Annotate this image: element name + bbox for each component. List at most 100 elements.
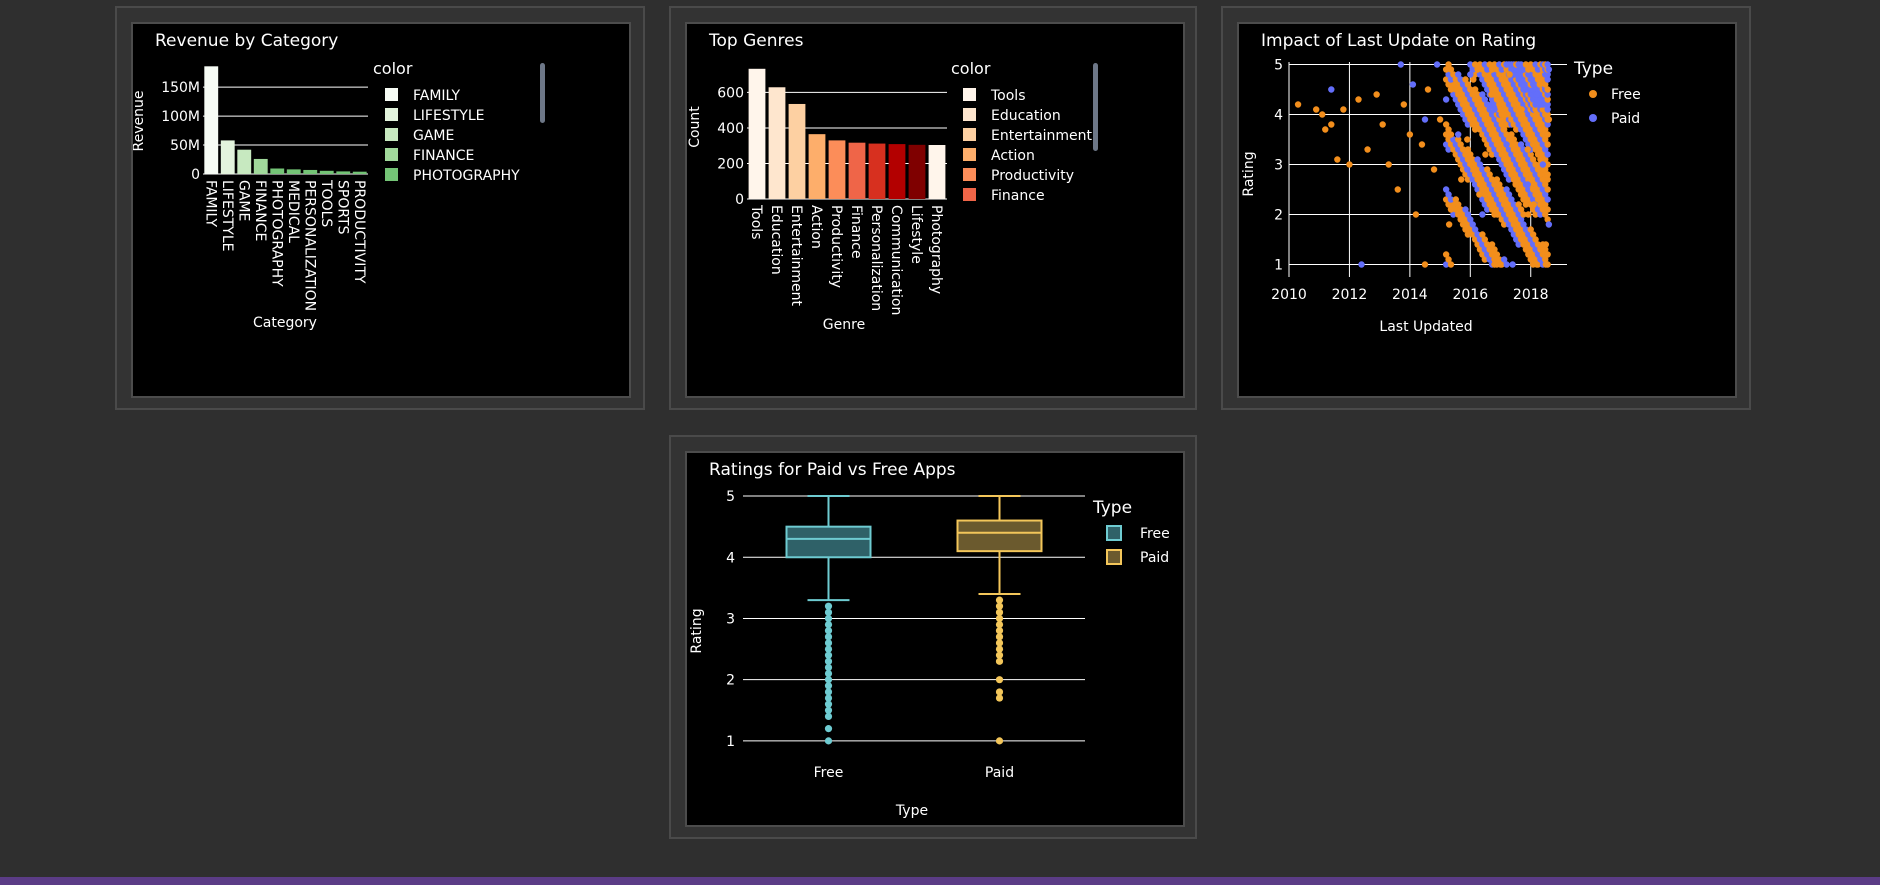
scatter-point xyxy=(1527,256,1534,263)
y-axis-label: Rating xyxy=(1241,151,1257,196)
scatter-point xyxy=(1467,86,1474,93)
x-tick-label: MEDICAL xyxy=(285,180,301,243)
scatter-point xyxy=(1544,61,1551,68)
scatter-point xyxy=(1481,181,1489,188)
scatter-point xyxy=(1534,206,1542,213)
scatter-point xyxy=(1447,76,1455,83)
scatter-point xyxy=(1442,76,1450,83)
scatter-point xyxy=(1442,121,1450,128)
scatter-point xyxy=(1412,211,1420,218)
update-chart-svg[interactable]: Impact of Last Update on Rating 2010 2012 2… xyxy=(1239,24,1737,398)
scatter-point xyxy=(1503,86,1510,93)
scatter-point xyxy=(1479,121,1486,128)
x-axis-label: Type xyxy=(895,803,928,819)
x-tick-label: 2014 xyxy=(1392,287,1428,303)
scatter-point xyxy=(1400,101,1408,108)
scatter-point xyxy=(1479,66,1486,73)
scatter-point xyxy=(1520,111,1527,118)
scatter-point xyxy=(1513,236,1520,243)
genres-chart[interactable]: Top Genres 0 200 400 600 Tools Education Entert… xyxy=(685,22,1185,398)
y-axis-label: Rating xyxy=(689,608,705,653)
scatter-point xyxy=(1457,151,1464,158)
y-tick-label: 200 xyxy=(717,156,744,172)
scatter-point xyxy=(1544,171,1551,178)
scatter-point xyxy=(1522,201,1530,208)
x-tick-label: SPORTS xyxy=(334,180,350,235)
scatter-point xyxy=(1544,251,1551,258)
scatter-point xyxy=(1457,86,1464,93)
x-tick-label: LIFESTYLE xyxy=(219,180,235,251)
scatter-point xyxy=(1505,111,1513,118)
scatter-point xyxy=(1542,201,1549,208)
scatter-point xyxy=(1447,261,1455,268)
scatter-point xyxy=(1459,81,1467,88)
scatter-point xyxy=(1447,66,1455,73)
scatter-point xyxy=(1445,221,1453,228)
scatter-point xyxy=(1505,156,1513,163)
scatter-point xyxy=(1464,101,1472,108)
scatter-point xyxy=(1488,241,1496,248)
scatter-point xyxy=(1457,96,1464,103)
scatter-point xyxy=(1503,96,1510,103)
scatter-point xyxy=(1529,66,1537,73)
scatter-point xyxy=(1496,91,1503,98)
scatter-point xyxy=(1493,196,1501,203)
scatter-point xyxy=(1505,166,1513,173)
scatter-point xyxy=(1534,141,1542,148)
scatter-point xyxy=(1430,166,1438,173)
scatter-point xyxy=(1312,106,1320,113)
scatter-point xyxy=(1544,186,1551,193)
scatter-point xyxy=(1503,186,1510,193)
scatter-point xyxy=(1481,191,1489,198)
scatter-point xyxy=(1471,161,1479,168)
outlier-point xyxy=(995,608,1004,616)
scatter-point xyxy=(1508,131,1515,138)
scatter-point xyxy=(1510,231,1518,238)
box-chart-svg[interactable]: Ratings for Paid vs Free Apps 1 2 3 4 5 Free Pa… xyxy=(687,453,1185,827)
scatter-point xyxy=(1498,106,1505,113)
revenue-chart[interactable]: Revenue by Category 0 50M 100M 150M FAMILY LIF… xyxy=(131,22,631,398)
scatter-point xyxy=(1544,91,1551,98)
scatter-point xyxy=(1534,196,1542,203)
scatter-point xyxy=(1476,171,1484,178)
scatter-point xyxy=(1496,116,1503,123)
scatter-point xyxy=(1424,86,1432,93)
scatter-point xyxy=(1532,126,1539,133)
update-chart[interactable]: Impact of Last Update on Rating 2010 2012 2… xyxy=(1237,22,1737,398)
scatter-point xyxy=(1467,106,1474,113)
scatter-point xyxy=(1476,61,1484,68)
outlier-point xyxy=(995,620,1004,629)
scatter-point xyxy=(1498,161,1505,168)
y-tick-label: 50M xyxy=(170,138,200,154)
scatter-point xyxy=(1545,221,1553,228)
scatter-point xyxy=(1522,126,1530,133)
scatter-point xyxy=(1442,141,1450,148)
scatter-point xyxy=(1445,146,1452,153)
scatter-point xyxy=(1525,131,1532,138)
box-chart[interactable]: Ratings for Paid vs Free Apps 1 2 3 4 5 Free Pa… xyxy=(685,451,1185,827)
scatter-point xyxy=(1510,91,1518,98)
scatter-point xyxy=(1500,91,1508,98)
bar xyxy=(788,103,806,199)
scatter-point xyxy=(1491,136,1498,143)
outlier-point xyxy=(995,645,1004,653)
scatter-point xyxy=(1462,106,1469,113)
bar xyxy=(303,169,318,174)
scatter-point xyxy=(1542,126,1549,133)
scatter-point xyxy=(1503,216,1510,223)
scatter-point xyxy=(1525,231,1532,238)
y-tick-label: 3 xyxy=(1274,158,1283,174)
scatter-point xyxy=(1471,96,1479,103)
scatter-point xyxy=(1517,181,1525,188)
scatter-point xyxy=(1484,86,1491,93)
scatter-point xyxy=(1481,61,1489,68)
scatter-point xyxy=(1450,71,1457,78)
scatter-point xyxy=(1498,66,1505,73)
scatter-point xyxy=(1500,211,1508,218)
scatter-point xyxy=(1469,156,1476,163)
scatter-point xyxy=(1471,181,1479,188)
scatter-point xyxy=(1464,166,1471,173)
legend-swatch xyxy=(963,128,976,141)
